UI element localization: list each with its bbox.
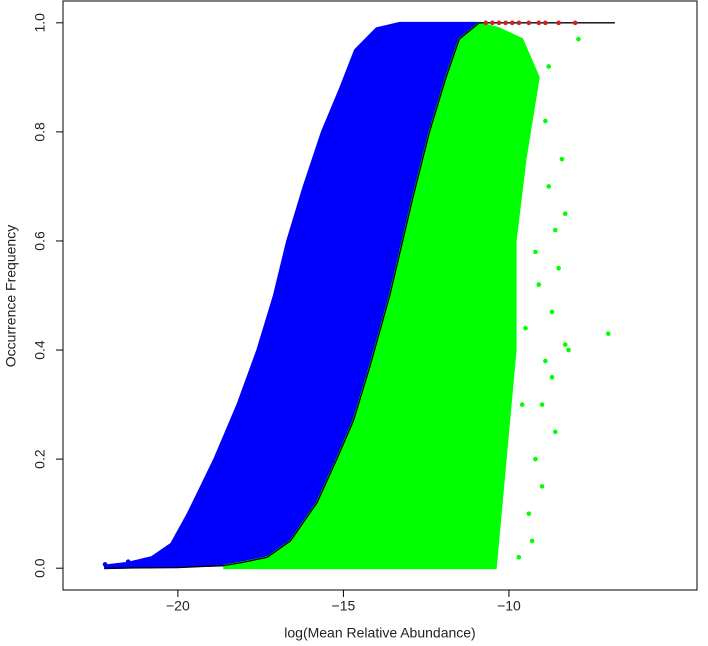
point (529, 538, 535, 544)
point (556, 20, 561, 26)
point (539, 484, 545, 489)
y-tick-label: 0.0 (32, 558, 48, 578)
point (490, 20, 495, 26)
point (605, 331, 611, 336)
y-tick-label: 0.6 (32, 231, 48, 251)
y-tick-label: 0.8 (32, 122, 48, 142)
point (533, 249, 538, 255)
point (523, 325, 528, 331)
point (526, 511, 532, 516)
point (576, 36, 581, 42)
point (536, 20, 542, 26)
point (503, 20, 508, 26)
point (566, 347, 571, 353)
x-axis-label: log(Mean Relative Abundance) (284, 625, 475, 641)
point (172, 544, 177, 549)
point (516, 554, 522, 560)
point (162, 549, 167, 555)
point (536, 282, 542, 287)
point (572, 20, 578, 26)
point (562, 211, 568, 216)
point (102, 562, 108, 567)
point (152, 554, 158, 560)
y-tick-label: 0.4 (32, 340, 48, 360)
point (509, 20, 515, 26)
point (496, 20, 502, 26)
point (543, 358, 548, 364)
x-tick-label: −10 (497, 598, 521, 614)
point (556, 265, 561, 271)
point (543, 118, 548, 124)
y-tick-label: 1.0 (32, 13, 48, 33)
point (125, 559, 131, 564)
plot-frame (62, 0, 698, 591)
point (483, 20, 489, 26)
point (546, 64, 551, 69)
point (142, 557, 148, 563)
point (549, 309, 555, 315)
point (549, 375, 555, 380)
point (533, 456, 538, 462)
x-tick-label: −20 (166, 598, 190, 614)
point (553, 227, 558, 233)
point (553, 429, 558, 435)
y-axis-label: Occurrence Frequency (3, 225, 19, 367)
point (562, 342, 568, 347)
point (546, 184, 551, 189)
fit-line (105, 22, 615, 569)
point (543, 20, 548, 26)
x-tick-label: −15 (332, 598, 356, 614)
point (519, 402, 525, 407)
point (526, 20, 532, 26)
point (516, 20, 522, 26)
y-tick-label: 0.2 (32, 449, 48, 469)
point (539, 402, 545, 407)
point (559, 156, 565, 162)
